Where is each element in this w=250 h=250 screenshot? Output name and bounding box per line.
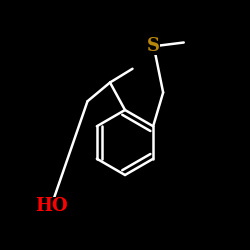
- Text: S: S: [147, 37, 160, 55]
- Text: HO: HO: [35, 197, 68, 215]
